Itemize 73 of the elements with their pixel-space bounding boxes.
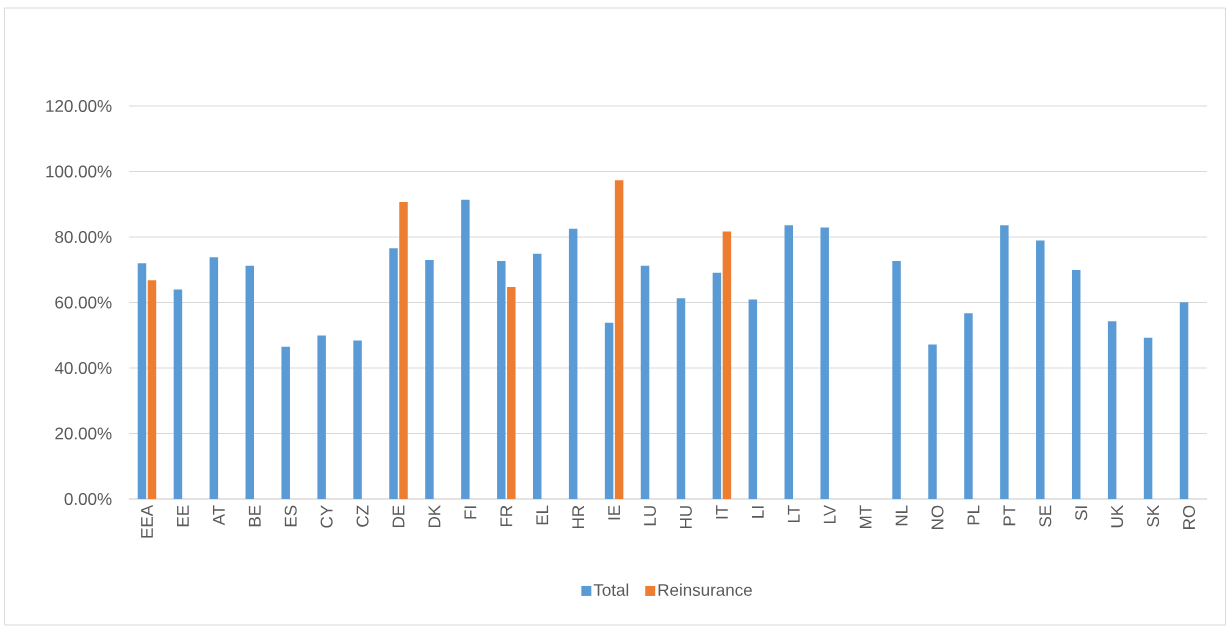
x-tick-label: SI <box>1075 506 1088 521</box>
x-tick-label: EL <box>536 505 549 525</box>
x-tick-label: HU <box>680 506 692 529</box>
y-tick-label: 20.00% <box>55 427 112 440</box>
legend-label: Reinsurance <box>658 583 752 596</box>
bar <box>784 225 794 499</box>
x-tick-label: CZ <box>356 505 369 527</box>
x-tick-label: RO <box>1183 505 1196 529</box>
bar <box>461 199 470 499</box>
x-tick-label: CY <box>320 505 333 528</box>
bar <box>389 248 398 499</box>
x-tick-label: FI <box>464 506 477 519</box>
bar <box>964 313 973 499</box>
x-tick-label: LT <box>787 505 800 523</box>
y-tick-label: 80.00% <box>55 230 112 244</box>
x-tick-label: NO <box>931 505 944 529</box>
x-tick-label: SE <box>1039 505 1052 527</box>
x-tick-label: ES <box>284 505 297 527</box>
bar <box>1071 270 1081 499</box>
bar <box>353 340 362 499</box>
bar <box>425 259 434 499</box>
x-tick-label: LV <box>823 504 836 523</box>
bar <box>532 253 542 499</box>
x-tick-label: LU <box>644 506 656 526</box>
bar <box>604 322 614 499</box>
x-tick-label: PT <box>1003 505 1016 526</box>
y-tick-label: 0.00% <box>64 492 112 506</box>
legend-label: Total <box>593 583 629 596</box>
bar <box>507 287 516 499</box>
bar <box>748 299 758 499</box>
x-tick-label: DK <box>428 505 441 528</box>
y-tick-label: 60.00% <box>55 296 112 309</box>
x-tick-label: SK <box>1147 505 1160 527</box>
bar <box>1107 321 1117 499</box>
x-tick-label: EE <box>177 505 189 527</box>
bar <box>614 180 624 499</box>
x-tick-label: BE <box>248 505 261 527</box>
y-tick-label: 100.00% <box>46 165 112 178</box>
y-tick-label: 40.00% <box>54 361 112 375</box>
bar <box>568 228 578 499</box>
bar <box>892 260 901 499</box>
y-tick-label: 120.00% <box>46 99 112 113</box>
bar <box>640 265 650 499</box>
x-tick-label: FR <box>500 505 513 527</box>
x-tick-label: IT <box>716 505 728 519</box>
bar <box>676 298 686 499</box>
bar <box>281 346 290 499</box>
bar <box>722 231 732 499</box>
x-tick-label: HR <box>572 505 585 529</box>
x-tick-label: PL <box>967 505 980 525</box>
x-tick-label: UK <box>1111 505 1124 528</box>
bar <box>245 265 255 499</box>
bar <box>137 263 147 499</box>
bar <box>147 280 157 499</box>
bar <box>1036 240 1045 499</box>
bar <box>820 227 829 499</box>
x-tick-label: MT <box>859 505 872 528</box>
bar <box>209 257 219 499</box>
x-tick-label: LI <box>751 506 764 518</box>
x-tick-label: NL <box>895 505 908 526</box>
bar <box>1179 302 1189 499</box>
bar <box>928 344 937 499</box>
bar <box>399 201 408 499</box>
bar <box>712 272 722 499</box>
x-tick-label: EEA <box>141 504 153 538</box>
x-tick-label: DE <box>392 505 405 528</box>
x-tick-label: IE <box>608 505 620 520</box>
bar <box>317 335 326 499</box>
x-tick-label: AT <box>212 505 225 526</box>
bar <box>497 260 506 499</box>
bar <box>1143 337 1153 499</box>
bar <box>1000 225 1009 499</box>
bar <box>173 289 183 499</box>
